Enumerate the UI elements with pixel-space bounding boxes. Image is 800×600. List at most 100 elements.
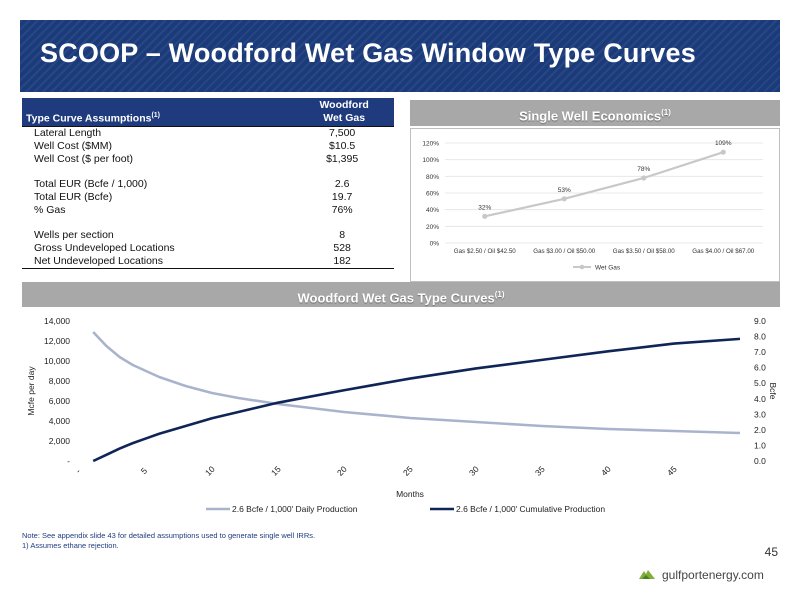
- curve-x-tick-label: 25: [401, 464, 415, 478]
- assumption-row: Well Cost ($ per foot) $1,395: [22, 153, 394, 166]
- economics-chart-box: 0% 20% 40% 60% 80% 100% 120% Gas $2.50 / Oil $4…: [410, 128, 780, 282]
- assumption-label: Net Undeveloped Locations: [22, 254, 295, 269]
- economics-panel-title: Single Well Economics: [519, 108, 662, 124]
- econ-y-tick-label: 100%: [422, 157, 439, 164]
- assumption-value: 2.6: [334, 178, 350, 191]
- curve-y-tick-label: 6,000: [49, 396, 71, 406]
- econ-data-point: [641, 175, 647, 181]
- curve-legend-label-cumulative: 2.6 Bcfe / 1,000' Cumulative Production: [456, 504, 605, 514]
- assumption-row: Net Undeveloped Locations 182: [22, 254, 394, 269]
- curve-legend-label-daily: 2.6 Bcfe / 1,000' Daily Production: [232, 504, 358, 514]
- econ-data-point: [561, 196, 567, 202]
- assumption-label: % Gas: [34, 203, 66, 216]
- economics-panel-header: Single Well Economics(1): [410, 100, 780, 126]
- curve-y2-tick-label: 2.0: [754, 425, 766, 435]
- econ-y-tick-label: 60%: [426, 191, 439, 198]
- cumulative-production-line: [92, 337, 741, 463]
- assumption-value: 7,500: [294, 125, 394, 140]
- assumption-value: 76%: [331, 203, 353, 216]
- econ-legend-marker: [579, 264, 585, 270]
- assumptions-header-cell: Type Curve Assumptions(1): [22, 98, 295, 127]
- company-logo: gulfportenergy.com: [638, 568, 764, 583]
- curve-y2-tick-label: 0.0: [754, 456, 766, 466]
- page-number: 45: [764, 545, 778, 559]
- assumption-label: [22, 165, 294, 178]
- curve-y2-axis-title: Bcfe: [768, 382, 778, 399]
- assumption-label: Gross Undeveloped Locations: [34, 242, 175, 255]
- footnote-line1: Note: See appendix slide 43 for detailed…: [22, 531, 316, 540]
- curve-y-tick-label: 14,000: [44, 316, 70, 326]
- assumption-row: Total EUR (Bcfe / 1,000) 2.6: [22, 178, 394, 191]
- assumption-row: Gross Undeveloped Locations 528: [22, 242, 394, 255]
- type-curves-panel-title: Woodford Wet Gas Type Curves: [297, 290, 495, 306]
- econ-x-tick-label: Gas $3.50 / Oil $58.00: [613, 248, 675, 255]
- curve-y-tick-label: 12,000: [44, 336, 70, 346]
- econ-data-label: 109%: [715, 140, 732, 147]
- assumptions-body: Lateral Length 7,500 Well Cost ($MM) $10.5 W…: [22, 125, 394, 269]
- assumption-row: [22, 165, 394, 178]
- logo-mark-icon: [638, 568, 656, 583]
- econ-x-tick-label: Gas $2.50 / Oil $42.50: [454, 248, 516, 255]
- econ-data-label: 32%: [478, 204, 491, 211]
- assumption-label: Wells per section: [34, 229, 114, 242]
- curve-y2-tick-label: 8.0: [754, 332, 766, 342]
- econ-data-label: 78%: [637, 166, 650, 173]
- assumption-row: Total EUR (Bcfe) 19.7: [22, 191, 394, 204]
- assumption-value: $10.5: [329, 139, 356, 152]
- curve-y2-tick-label: 9.0: [754, 316, 766, 326]
- assumptions-header-sup: (1): [151, 111, 161, 119]
- slide-title: SCOOP – Woodford Wet Gas Window Type Cur…: [40, 38, 696, 68]
- econ-series-line: [484, 151, 724, 218]
- assumption-label: [22, 217, 294, 230]
- assumption-value: $1,395: [326, 152, 359, 165]
- econ-data-point: [720, 149, 726, 155]
- assumption-row: [22, 217, 394, 230]
- assumptions-table: Type Curve Assumptions(1) Woodford Wet G…: [22, 98, 394, 269]
- curve-x-tick-label: 15: [269, 464, 283, 478]
- curve-y2-tick-label: 3.0: [754, 409, 766, 419]
- assumptions-column-header: Woodford Wet Gas: [294, 98, 394, 127]
- logo-text: gulfportenergy.com: [662, 568, 764, 582]
- type-curves-chart-box: - 2,000 4,000 6,000 8,000 10,000 12,000 14,000 0…: [22, 307, 780, 515]
- curve-y-tick-label: 8,000: [49, 376, 71, 386]
- curve-x-tick-label: 20: [335, 464, 349, 478]
- econ-y-tick-label: 120%: [422, 141, 439, 148]
- curve-x-tick-label: 30: [467, 464, 481, 478]
- type-curves-panel-header: Woodford Wet Gas Type Curves(1): [22, 282, 780, 308]
- curve-y-tick-label: -: [67, 456, 70, 466]
- economics-chart: 0% 20% 40% 60% 80% 100% 120% Gas $2.50 / Oil $4…: [422, 140, 763, 272]
- curve-x-tick-label: 35: [533, 464, 547, 478]
- footnote: Note: See appendix slide 43 for detailed…: [22, 531, 315, 551]
- assumption-label: Well Cost ($ per foot): [34, 152, 134, 165]
- assumption-value: [294, 165, 394, 178]
- curve-x-tick-label: 10: [203, 464, 217, 478]
- assumption-value: 8: [339, 229, 346, 242]
- curve-x-tick-label: 45: [665, 464, 679, 478]
- type-curves-chart: - 2,000 4,000 6,000 8,000 10,000 12,000 14,000 0…: [26, 316, 778, 514]
- assumption-label: Total EUR (Bcfe / 1,000): [34, 178, 148, 191]
- assumption-row: Wells per section 8: [22, 229, 394, 242]
- assumption-row: Well Cost ($MM) $10.5: [22, 140, 394, 153]
- curve-x-axis-title: Months: [396, 489, 424, 499]
- column-header-line1: Woodford: [319, 99, 369, 111]
- econ-y-tick-label: 80%: [426, 174, 439, 181]
- assumption-value: 528: [333, 242, 351, 255]
- curve-y2-tick-label: 7.0: [754, 347, 766, 357]
- curve-y-tick-label: 2,000: [49, 436, 71, 446]
- footnote-line2: 1) Assumes ethane rejection.: [22, 541, 119, 550]
- econ-legend-label: Wet Gas: [595, 265, 621, 272]
- daily-production-line: [92, 331, 741, 435]
- curve-y2-tick-label: 4.0: [754, 394, 766, 404]
- assumption-label: Total EUR (Bcfe): [34, 190, 113, 203]
- title-band: [20, 20, 780, 92]
- econ-data-point: [482, 213, 488, 219]
- type-curves-panel-sup: (1): [494, 290, 505, 299]
- curve-x-tick-label: 40: [599, 464, 613, 478]
- assumption-row: % Gas 76%: [22, 204, 394, 217]
- curve-y-tick-label: 10,000: [44, 356, 70, 366]
- assumption-label: Lateral Length: [22, 125, 295, 140]
- curve-y-tick-label: 4,000: [49, 416, 71, 426]
- assumptions-header-label: Type Curve Assumptions: [26, 112, 152, 124]
- curve-x-tick-label: 5: [139, 465, 150, 476]
- assumption-value: 182: [294, 254, 394, 269]
